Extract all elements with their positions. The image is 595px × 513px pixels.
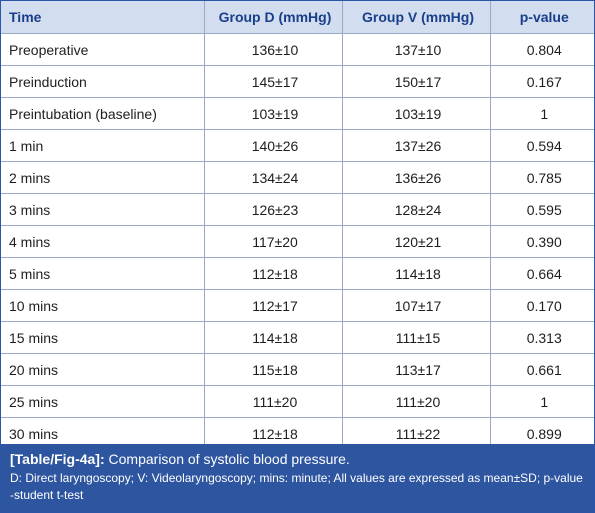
cell-group-d: 112±18 — [204, 417, 343, 449]
cell-group-v: 111±20 — [342, 385, 491, 418]
cell-group-v: 103±19 — [342, 97, 491, 130]
cell-time: 15 mins — [1, 321, 205, 354]
cell-group-d: 114±18 — [204, 321, 343, 354]
cell-time: Preoperative — [1, 33, 205, 66]
cell-time: Preinduction — [1, 65, 205, 98]
cell-p-value: 1 — [490, 385, 594, 418]
cell-p-value: 0.804 — [490, 33, 594, 66]
table-row: 5 mins 112±18 114±18 0.664 — [1, 257, 594, 290]
cell-group-v: 114±18 — [342, 257, 491, 290]
cell-group-d: 126±23 — [204, 193, 343, 226]
caption-notes: D: Direct laryngoscopy; V: Videolaryngos… — [10, 471, 583, 502]
header-p-value: p-value — [490, 1, 594, 34]
table-body: Preoperative 136±10 137±10 0.804 Preinductio… — [1, 33, 594, 449]
cell-group-d: 140±26 — [204, 129, 343, 162]
cell-p-value: 0.785 — [490, 161, 594, 194]
cell-p-value: 0.390 — [490, 225, 594, 258]
cell-group-d: 103±19 — [204, 97, 343, 130]
header-group-d: Group D (mmHg) — [204, 1, 343, 34]
cell-p-value: 0.664 — [490, 257, 594, 290]
cell-group-v: 137±10 — [342, 33, 491, 66]
cell-time: 30 mins — [1, 417, 205, 449]
cell-time: 10 mins — [1, 289, 205, 322]
cell-time: 1 min — [1, 129, 205, 162]
cell-group-d: 145±17 — [204, 65, 343, 98]
table-row: Preinduction 145±17 150±17 0.167 — [1, 65, 594, 98]
cell-group-d: 136±10 — [204, 33, 343, 66]
cell-p-value: 0.313 — [490, 321, 594, 354]
cell-group-d: 134±24 — [204, 161, 343, 194]
table-row: 20 mins 115±18 113±17 0.661 — [1, 353, 594, 386]
cell-time: 25 mins — [1, 385, 205, 418]
table-row: 30 mins 112±18 111±22 0.899 — [1, 417, 594, 449]
cell-time: Preintubation (baseline) — [1, 97, 205, 130]
caption-title: Comparison of systolic blood pressure. — [108, 451, 350, 467]
cell-group-v: 150±17 — [342, 65, 491, 98]
header-row: Time Group D (mmHg) Group V (mmHg) p-val… — [1, 1, 594, 34]
cell-p-value: 0.899 — [526, 425, 562, 442]
table-row: Preoperative 136±10 137±10 0.804 — [1, 33, 594, 66]
caption-label: [Table/Fig-4a]: — [10, 451, 105, 467]
table-row: 10 mins 112±17 107±17 0.170 — [1, 289, 594, 322]
cell-time: 4 mins — [1, 225, 205, 258]
table-caption: [Table/Fig-4a]: Comparison of systolic b… — [1, 444, 594, 512]
cell-group-v: 128±24 — [342, 193, 491, 226]
table-row: 25 mins 111±20 111±20 1 — [1, 385, 594, 418]
cell-p-value: 0.661 — [490, 353, 594, 386]
cell-group-v: 111±22 — [342, 417, 491, 449]
table-row: 15 mins 114±18 111±15 0.313 — [1, 321, 594, 354]
cell-group-v: 120±21 — [342, 225, 491, 258]
cell-group-d: 112±18 — [204, 257, 343, 290]
cell-p-value: 0.170 — [490, 289, 594, 322]
cell-group-v: 113±17 — [342, 353, 491, 386]
cell-group-v: 136±26 — [342, 161, 491, 194]
cell-p-value: 0.167 — [490, 65, 594, 98]
systolic-bp-table: Time Group D (mmHg) Group V (mmHg) p-val… — [1, 1, 594, 449]
header-time: Time — [1, 1, 205, 34]
cell-group-v: 137±26 — [342, 129, 491, 162]
cell-p-value: 1 — [490, 97, 594, 130]
cell-time: 5 mins — [1, 257, 205, 290]
cell-time: 2 mins — [1, 161, 205, 194]
cell-p-value: 0.594 — [490, 129, 594, 162]
table-header: Time Group D (mmHg) Group V (mmHg) p-val… — [1, 1, 594, 34]
cell-group-d: 112±17 — [204, 289, 343, 322]
cell-group-v: 107±17 — [342, 289, 491, 322]
table-row: 1 min 140±26 137±26 0.594 — [1, 129, 594, 162]
cell-group-d: 111±20 — [204, 385, 343, 418]
cell-group-d: 117±20 — [204, 225, 343, 258]
table-row: 3 mins 126±23 128±24 0.595 — [1, 193, 594, 226]
header-group-v: Group V (mmHg) — [342, 1, 491, 34]
cell-time: 3 mins — [1, 193, 205, 226]
caption-heading: [Table/Fig-4a]: Comparison of systolic b… — [10, 450, 585, 468]
cell-time: 20 mins — [1, 353, 205, 386]
table-row: Preintubation (baseline) 103±19 103±19 1 — [1, 97, 594, 130]
cell-p-value: 0.595 — [490, 193, 594, 226]
table-row: 4 mins 117±20 120±21 0.390 — [1, 225, 594, 258]
cell-group-d: 115±18 — [204, 353, 343, 386]
cell-group-v: 111±15 — [342, 321, 491, 354]
table-row: 2 mins 134±24 136±26 0.785 — [1, 161, 594, 194]
